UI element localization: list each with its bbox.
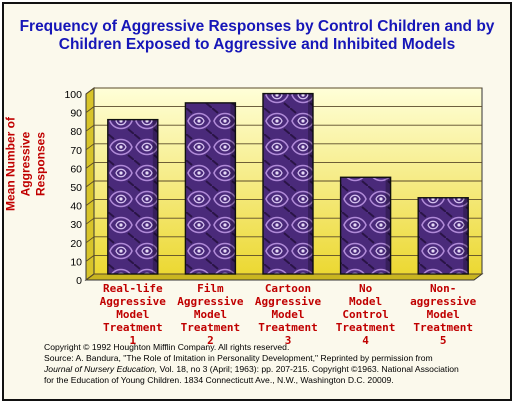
y-tick-label: 80 bbox=[70, 126, 82, 138]
x-tick-label: Film Aggressive Model Treatment 2 bbox=[170, 282, 250, 347]
chart-title: Frequency of Aggressive Responses by Con… bbox=[19, 18, 495, 53]
x-tick-label-line: No bbox=[358, 282, 373, 295]
x-tick-label-line: Treatment bbox=[102, 321, 163, 334]
source-line-3: for the Education of Young Children. 183… bbox=[44, 375, 394, 385]
bar-shade bbox=[230, 102, 236, 274]
copyright-line: Copyright © 1992 Houghton Mifflin Compan… bbox=[44, 342, 290, 352]
x-tick-label-line: Control bbox=[342, 308, 389, 321]
x-tick-label-line: Aggressive bbox=[99, 295, 166, 308]
x-tick-label: Non-aggressive Model Treatment 5 bbox=[403, 282, 483, 347]
gridline-side bbox=[85, 217, 95, 225]
y-tick-label: 10 bbox=[70, 256, 82, 268]
bar bbox=[107, 118, 159, 275]
x-tick-label-line: 5 bbox=[439, 334, 447, 347]
journal-name: Journal of Nursery Education, bbox=[44, 364, 158, 374]
x-tick-label-line: Film bbox=[197, 282, 224, 295]
bar-chart: 0 10 20 30 40 50 60 70 80 90 100 bbox=[64, 87, 484, 287]
gridline-side bbox=[85, 180, 95, 188]
gridline-side bbox=[85, 255, 95, 262]
x-tick-label-line: Cartoon bbox=[264, 282, 312, 295]
x-tick-label-line: aggressive bbox=[410, 295, 477, 308]
bar bbox=[417, 197, 469, 275]
bar bbox=[262, 92, 314, 275]
gridline-side bbox=[85, 124, 95, 132]
source-footnote: Copyright © 1992 Houghton Mifflin Compan… bbox=[44, 342, 504, 386]
x-tick-label: Real-life Aggressive Model Treatment 1 bbox=[93, 282, 173, 347]
y-tick-label: 20 bbox=[70, 238, 82, 250]
plot-floor bbox=[84, 273, 484, 281]
x-tick-label-line: Aggressive bbox=[254, 295, 322, 308]
bar-shade bbox=[463, 197, 469, 274]
x-tick-label-line: Real-life bbox=[102, 282, 163, 295]
gridline-side bbox=[85, 162, 95, 169]
y-tick-label: 100 bbox=[64, 89, 82, 101]
gridline-side bbox=[85, 199, 95, 206]
x-tick-label-line: 3 bbox=[284, 334, 292, 347]
x-tick-label-line: 4 bbox=[362, 334, 369, 347]
gridline-side bbox=[85, 106, 95, 113]
x-tick-label-line: Model bbox=[193, 308, 227, 321]
gridline-side bbox=[85, 273, 95, 281]
x-tick-label-line: Model bbox=[349, 295, 383, 308]
x-tick-label: No Model Control Treatment 4 bbox=[326, 282, 406, 347]
bar-shade bbox=[152, 119, 158, 275]
source-line-2: Journal of Nursery Education, Vol. 18, n… bbox=[44, 364, 504, 375]
bar bbox=[184, 102, 237, 275]
y-tick-label: 60 bbox=[70, 163, 82, 175]
x-tick-label-line: Treatment bbox=[180, 321, 241, 334]
bar-shade bbox=[308, 93, 313, 274]
y-tick-label: 90 bbox=[70, 108, 82, 120]
x-tick-label-line: Aggressive bbox=[177, 295, 244, 308]
x-tick-label-line: Model bbox=[271, 308, 305, 321]
y-tick-label: 40 bbox=[70, 201, 82, 213]
y-tick-label: 30 bbox=[70, 219, 82, 231]
x-tick-label-line: Treatment bbox=[258, 321, 318, 334]
gridline-side bbox=[85, 87, 95, 95]
chart-figure: Frequency of Aggressive Responses by Con… bbox=[2, 2, 512, 401]
source-line-2-text: Vol. 18, no 3 (April; 1963): pp. 207-215… bbox=[157, 364, 459, 374]
y-tick-label: 70 bbox=[70, 145, 82, 157]
x-tick-label: Cartoon Aggressive Model Treatment 3 bbox=[248, 282, 328, 347]
x-tick-label-line: Treatment bbox=[413, 321, 473, 334]
x-tick-label-line: 1 bbox=[129, 334, 137, 347]
bar-shade bbox=[385, 177, 391, 274]
x-tick-label-line: Treatment bbox=[335, 321, 396, 334]
gridline-side bbox=[85, 236, 95, 244]
x-tick-label-line: 2 bbox=[207, 334, 214, 347]
x-tick-label-line: Model bbox=[116, 308, 150, 321]
y-tick-label: 0 bbox=[76, 275, 82, 287]
x-tick-label-line: Non- bbox=[429, 282, 457, 295]
gridline-side bbox=[85, 143, 95, 151]
bar bbox=[339, 176, 392, 275]
source-line-1: Source: A. Bandura, "The Role of Imitati… bbox=[44, 353, 433, 363]
y-tick-label: 50 bbox=[70, 182, 82, 194]
x-tick-label-line: Model bbox=[426, 308, 460, 321]
